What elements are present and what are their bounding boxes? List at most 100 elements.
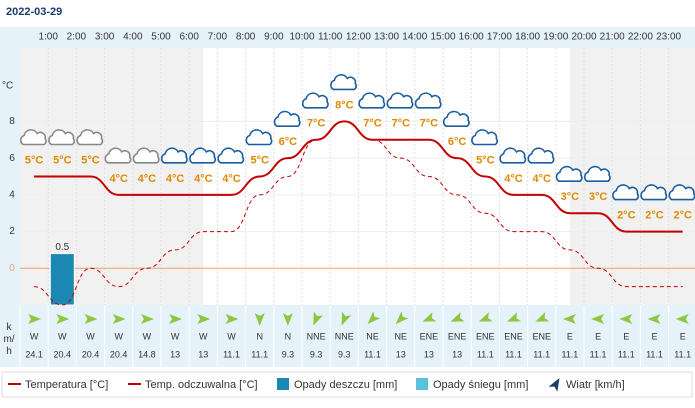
temperature-label: 3°C [589, 191, 608, 203]
y-axis-label: °C [2, 81, 13, 92]
temperature-label: 7°C [391, 118, 410, 130]
header-band [0, 27, 695, 48]
hour-label: 5:00 [151, 32, 171, 43]
weather-icon [583, 165, 611, 183]
date: 2022-03-29 [6, 6, 62, 18]
cloud [668, 184, 695, 201]
weather-icon [668, 184, 695, 201]
wind-speed: 11.1 [618, 349, 635, 359]
wind-arrow [169, 314, 183, 324]
wind-speed: 11.1 [561, 349, 578, 359]
temperature-label: 3°C [561, 191, 580, 203]
temperature-label: 5°C [250, 154, 269, 166]
wind-speed: 9.3 [282, 349, 295, 359]
wind-speed: 11.1 [674, 349, 691, 359]
hour-label: 19:00 [543, 32, 568, 43]
wind-direction: E [623, 331, 629, 341]
temperature-label: 2°C [673, 209, 692, 221]
wind-speed: 24.1 [25, 349, 43, 359]
legend-label: Opady śniegu [mm] [433, 379, 528, 391]
temperature-label: 4°C [166, 173, 185, 185]
cloud [527, 147, 555, 164]
hour-label: 22:00 [628, 32, 653, 43]
temperature-label: 4°C [194, 173, 213, 185]
temperature-label: 5°C [25, 154, 44, 166]
weather-icon [132, 147, 160, 164]
cloud [104, 147, 132, 164]
cloud [19, 129, 47, 146]
legend-box [1, 371, 693, 398]
temperature-label: 2°C [645, 209, 664, 221]
wind-arrow [450, 312, 465, 322]
wind-arrow [535, 312, 550, 322]
weather-icon [442, 110, 470, 127]
wind-arrow [112, 314, 126, 324]
wind-direction: E [567, 331, 573, 341]
hour-label: 10:00 [289, 32, 314, 43]
wind-direction: E [651, 331, 657, 341]
weather-icon [104, 147, 132, 164]
temperature-label: 5°C [81, 154, 100, 166]
hour-label: 13:00 [374, 32, 399, 43]
wind-direction: W [86, 331, 95, 341]
hour-label: 8:00 [236, 32, 256, 43]
wind-arrow [478, 312, 493, 322]
wind-arrow [341, 311, 352, 326]
wind-arrow [28, 314, 42, 324]
hour-label: 23:00 [656, 32, 681, 43]
wind-speed: 9.3 [338, 349, 351, 359]
temperature-label: 5°C [53, 154, 72, 166]
hour-label: 15:00 [430, 32, 455, 43]
wind-arrow [282, 313, 293, 326]
y-tick-label: 4 [9, 189, 15, 200]
cloud [330, 74, 358, 91]
wind-speed: 11.1 [646, 349, 663, 359]
cloud [217, 147, 245, 164]
wind-direction: ENE [532, 331, 551, 341]
wind-arrow [140, 314, 154, 324]
hour-label: 1:00 [38, 32, 58, 43]
hour-label: 20:00 [571, 32, 596, 43]
wind-speed: 11.1 [223, 349, 240, 359]
cloud [640, 184, 668, 201]
cloud [612, 184, 640, 201]
cloud [245, 129, 273, 146]
wind-arrow [422, 312, 437, 322]
cloud [583, 165, 611, 183]
weather-icon [358, 92, 386, 109]
wind-arrow [56, 314, 70, 324]
wind-direction: ENE [420, 331, 439, 341]
cloud [386, 92, 414, 109]
cloud [499, 147, 527, 164]
cloud [48, 129, 76, 146]
wind-speed: 20.4 [82, 349, 100, 359]
weather-icon [640, 184, 668, 201]
legend-label: Opady deszczu [mm] [294, 379, 397, 391]
wind-speed: 13 [170, 349, 180, 359]
wind-arrow [675, 314, 689, 324]
weather-icon [160, 147, 188, 164]
wind-arrow [254, 313, 265, 326]
wind-direction: N [256, 331, 263, 341]
weather-icon [301, 92, 329, 109]
wind-direction: W [199, 331, 208, 341]
temperature-label: 4°C [532, 173, 551, 185]
temperature-label: 7°C [420, 118, 439, 130]
wind-direction: ENE [504, 331, 523, 341]
wind-direction: W [114, 331, 123, 341]
y-tick-label: 8 [9, 116, 15, 127]
hour-label: 2:00 [67, 32, 87, 43]
wind-direction: ENE [448, 331, 467, 341]
weather-icon [386, 92, 414, 109]
hour-label: 12:00 [346, 32, 371, 43]
legend-swatch [416, 378, 428, 390]
wind-speed: 20.4 [54, 349, 72, 359]
wind-arrow [225, 314, 239, 324]
wind-direction: W [171, 331, 180, 341]
wind-speed: 20.4 [110, 349, 128, 359]
weather-icon [555, 165, 583, 183]
weather-icon [76, 129, 104, 146]
legend-label: Wiatr [km/h] [566, 379, 625, 391]
